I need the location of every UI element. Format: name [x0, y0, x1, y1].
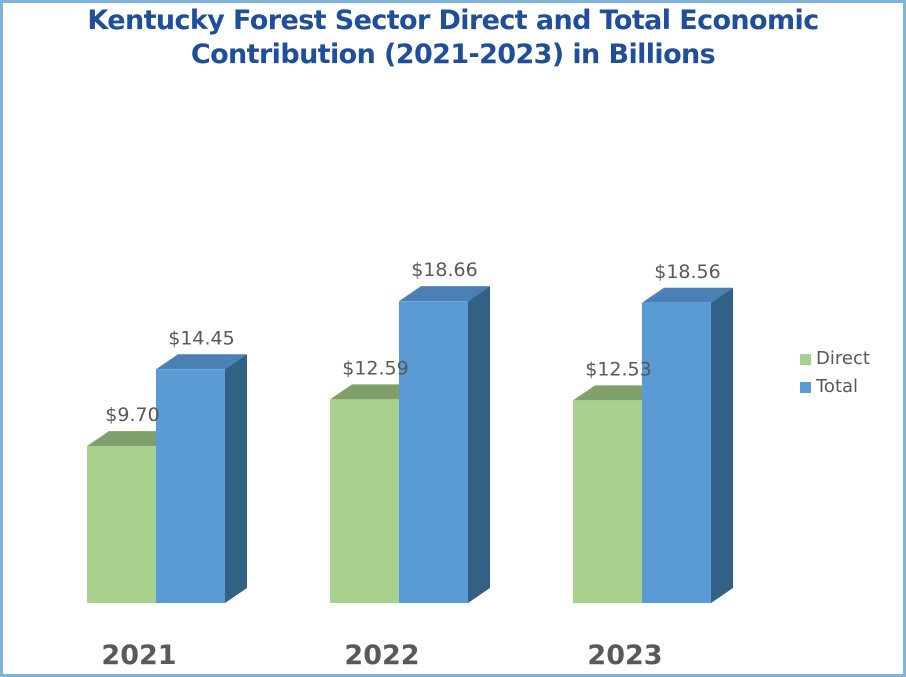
legend-swatch-direct — [800, 354, 811, 365]
bar-direct-2021 — [87, 446, 156, 603]
chart-title: Kentucky Forest Sector Direct and Total … — [0, 4, 906, 72]
data-label-total-2022: $18.66 — [411, 259, 477, 281]
chart-title-line-2: Contribution (2021-2023) in Billions — [190, 39, 716, 70]
x-tick-label-2021: 2021 — [101, 640, 176, 671]
bar-direct-2022 — [330, 399, 399, 603]
data-label-total-2021: $14.45 — [168, 327, 234, 349]
legend-label-total: Total — [815, 376, 858, 397]
bar-top-total-2022 — [399, 286, 490, 302]
bar-direct-2023 — [573, 400, 642, 603]
bar-side-total-2023 — [711, 287, 733, 603]
bar-side-total-2022 — [468, 286, 490, 603]
bar-side-total-2021 — [225, 354, 247, 603]
bar-total-2021 — [156, 369, 225, 603]
bar-top-direct-2023 — [573, 385, 664, 401]
data-label-direct-2022: $12.59 — [342, 357, 408, 379]
bar-total-2022 — [399, 301, 468, 603]
chart-title-line-1: Kentucky Forest Sector Direct and Total … — [87, 5, 819, 36]
legend-swatch-total — [800, 382, 811, 393]
bar-top-direct-2021 — [87, 431, 178, 447]
bar-top-total-2023 — [642, 287, 733, 303]
bar-top-direct-2022 — [330, 384, 421, 400]
legend-label-direct: Direct — [816, 348, 870, 369]
x-tick-label-2023: 2023 — [587, 640, 662, 671]
data-label-direct-2023: $12.53 — [585, 358, 651, 380]
bar-top-total-2021 — [156, 354, 247, 370]
x-tick-label-2022: 2022 — [344, 640, 419, 671]
bar-total-2023 — [642, 302, 711, 603]
data-label-direct-2021: $9.70 — [105, 404, 159, 426]
data-label-total-2023: $18.56 — [654, 261, 720, 283]
